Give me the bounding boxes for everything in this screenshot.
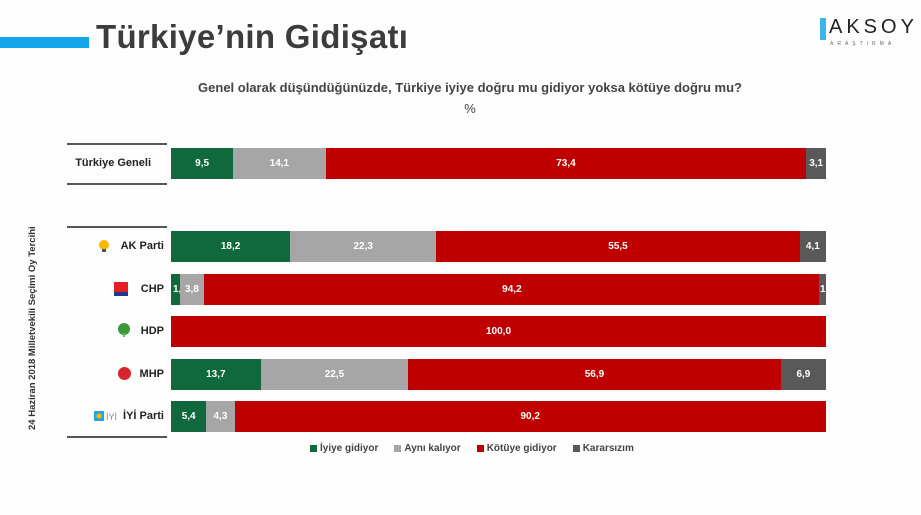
bar-turkiye-geneli: 9,5 14,1 73,4 3,1 bbox=[171, 148, 826, 179]
segment-kararsiz: 1 bbox=[819, 274, 826, 305]
segment-kotuye: 90,2 bbox=[234, 401, 826, 432]
bar-mhp: 13,7 22,5 56,9 6,9 bbox=[171, 359, 826, 390]
iyi-parti-logo-icon: İYİ bbox=[94, 411, 117, 422]
logo-mark-icon bbox=[820, 18, 826, 40]
segment-kotuye: 73,4 bbox=[325, 148, 807, 179]
chart-unit: % bbox=[464, 101, 476, 116]
segment-kotuye: 56,9 bbox=[408, 359, 781, 390]
chart-legend: İyiye gidiyor Aynı kalıyor Kötüye gidiyo… bbox=[310, 443, 634, 454]
segment-ayni: 3,8 bbox=[179, 274, 205, 305]
title-accent-bar bbox=[0, 37, 89, 48]
logo-subtitle: ARAŞTIRMA bbox=[830, 41, 896, 47]
mhp-logo-icon bbox=[118, 367, 131, 380]
chp-logo-icon bbox=[114, 282, 128, 296]
segment-kotuye: 94,2 bbox=[204, 274, 820, 305]
legend-item-iyiye: İyiye gidiyor bbox=[310, 443, 378, 454]
logo-name: AKSOY bbox=[829, 16, 918, 38]
segment-kararsiz: 3,1 bbox=[806, 148, 826, 179]
bar-ak-parti: 18,2 22,3 55,5 4,1 bbox=[171, 231, 826, 262]
segment-iyiye: 18,2 bbox=[171, 231, 291, 262]
segment-ayni: 22,5 bbox=[260, 359, 409, 390]
segment-kararsiz: 6,9 bbox=[780, 359, 826, 390]
row-label-mhp: MHP bbox=[139, 368, 164, 380]
svg-text:İYİ: İYİ bbox=[106, 412, 117, 422]
segment-ayni: 22,3 bbox=[290, 231, 437, 262]
divider bbox=[67, 226, 167, 228]
segment-kotuye: 100,0 bbox=[171, 316, 826, 347]
divider bbox=[67, 436, 167, 438]
segment-iyiye: 5,4 bbox=[171, 401, 207, 432]
divider bbox=[67, 143, 167, 145]
legend-item-kotuye: Kötüye gidiyor bbox=[476, 443, 557, 454]
segment-kararsiz: 4,1 bbox=[799, 231, 826, 262]
divider bbox=[67, 183, 167, 185]
segment-kotuye: 55,5 bbox=[436, 231, 800, 262]
segment-ayni: 4,3 bbox=[206, 401, 235, 432]
segment-iyiye: 9,5 bbox=[171, 148, 234, 179]
page-title: Türkiye’nin Gidişatı bbox=[96, 18, 409, 55]
row-label-chp: CHP bbox=[140, 283, 164, 295]
chart-question: Genel olarak düşündüğünüzde, Türkiye iyi… bbox=[198, 80, 742, 95]
bar-chp: 1,0 3,8 94,2 1 bbox=[171, 274, 826, 305]
bar-iyi-parti: 5,4 4,3 90,2 bbox=[171, 401, 826, 432]
group-axis-label: 24 Haziran 2018 Milletvekili Seçimi Oy T… bbox=[27, 226, 38, 430]
row-label-iyi-parti: İYİ Parti bbox=[123, 410, 164, 422]
legend-item-kararsiz: Kararsızım bbox=[572, 443, 634, 454]
segment-ayni: 14,1 bbox=[233, 148, 326, 179]
legend-item-ayni: Aynı kalıyor bbox=[394, 443, 461, 454]
ak-parti-logo-icon bbox=[99, 240, 109, 252]
hdp-logo-icon bbox=[118, 323, 130, 337]
bar-hdp: 100,0 bbox=[171, 316, 826, 347]
row-label-hdp: HDP bbox=[140, 325, 164, 337]
aksoy-logo: AKSOY ARAŞTIRMA bbox=[820, 16, 914, 48]
segment-iyiye: 1,0 bbox=[171, 274, 187, 305]
row-label-ak-parti: AK Parti bbox=[120, 240, 164, 252]
row-label-turkiye-geneli: Türkiye Geneli bbox=[75, 157, 151, 169]
segment-iyiye: 13,7 bbox=[171, 359, 261, 390]
